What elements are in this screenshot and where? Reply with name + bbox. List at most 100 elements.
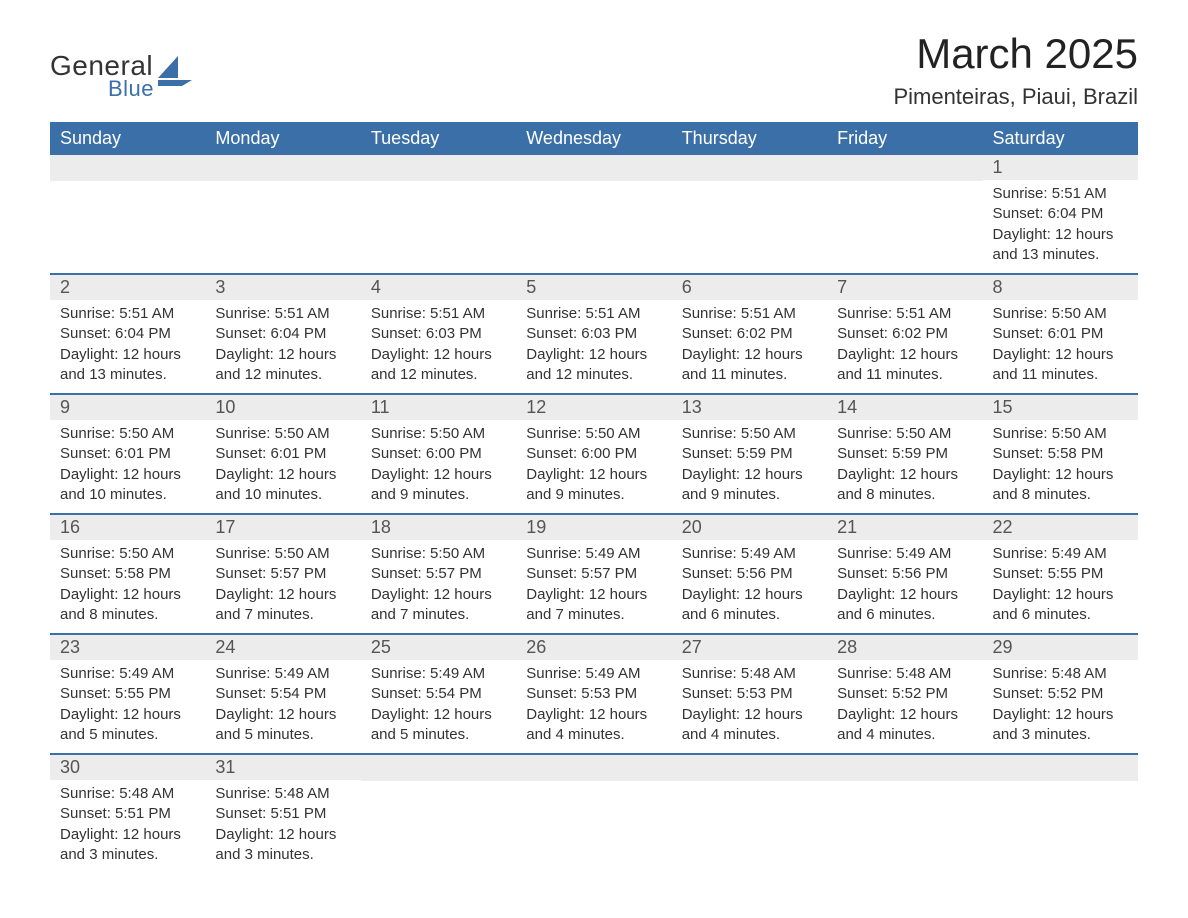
col-saturday: Saturday (983, 122, 1138, 155)
calendar-day-cell: 21Sunrise: 5:49 AMSunset: 5:56 PMDayligh… (827, 514, 982, 634)
location-label: Pimenteiras, Piaui, Brazil (893, 84, 1138, 110)
calendar-week-row: 30Sunrise: 5:48 AMSunset: 5:51 PMDayligh… (50, 754, 1138, 873)
sunrise-text: Sunrise: 5:51 AM (682, 304, 817, 324)
empty-day-header (672, 755, 827, 781)
daylight-line1: Daylight: 12 hours (60, 705, 195, 725)
day-number: 16 (50, 515, 205, 540)
day-details: Sunrise: 5:50 AMSunset: 5:57 PMDaylight:… (361, 540, 516, 633)
daylight-line2: and 5 minutes. (60, 725, 195, 745)
calendar-day-cell (361, 155, 516, 274)
sunrise-text: Sunrise: 5:50 AM (993, 424, 1128, 444)
calendar-day-cell: 2Sunrise: 5:51 AMSunset: 6:04 PMDaylight… (50, 274, 205, 394)
day-details: Sunrise: 5:51 AMSunset: 6:04 PMDaylight:… (983, 180, 1138, 273)
day-details: Sunrise: 5:49 AMSunset: 5:54 PMDaylight:… (205, 660, 360, 753)
day-details: Sunrise: 5:51 AMSunset: 6:03 PMDaylight:… (361, 300, 516, 393)
calendar-table: Sunday Monday Tuesday Wednesday Thursday… (50, 122, 1138, 873)
day-number: 10 (205, 395, 360, 420)
col-friday: Friday (827, 122, 982, 155)
calendar-day-cell (672, 754, 827, 873)
sunset-text: Sunset: 5:52 PM (993, 684, 1128, 704)
calendar-day-cell: 25Sunrise: 5:49 AMSunset: 5:54 PMDayligh… (361, 634, 516, 754)
daylight-line2: and 5 minutes. (215, 725, 350, 745)
day-details: Sunrise: 5:49 AMSunset: 5:55 PMDaylight:… (50, 660, 205, 753)
col-wednesday: Wednesday (516, 122, 671, 155)
day-number: 19 (516, 515, 671, 540)
day-details: Sunrise: 5:49 AMSunset: 5:57 PMDaylight:… (516, 540, 671, 633)
daylight-line1: Daylight: 12 hours (215, 585, 350, 605)
sunset-text: Sunset: 5:51 PM (215, 804, 350, 824)
sunset-text: Sunset: 5:52 PM (837, 684, 972, 704)
daylight-line2: and 12 minutes. (215, 365, 350, 385)
sunrise-text: Sunrise: 5:49 AM (526, 664, 661, 684)
daylight-line2: and 5 minutes. (371, 725, 506, 745)
sunset-text: Sunset: 6:02 PM (682, 324, 817, 344)
calendar-day-cell: 13Sunrise: 5:50 AMSunset: 5:59 PMDayligh… (672, 394, 827, 514)
empty-day-body (827, 181, 982, 267)
calendar-week-row: 16Sunrise: 5:50 AMSunset: 5:58 PMDayligh… (50, 514, 1138, 634)
sunrise-text: Sunrise: 5:48 AM (837, 664, 972, 684)
day-details: Sunrise: 5:49 AMSunset: 5:56 PMDaylight:… (827, 540, 982, 633)
sunrise-text: Sunrise: 5:48 AM (60, 784, 195, 804)
calendar-day-cell: 22Sunrise: 5:49 AMSunset: 5:55 PMDayligh… (983, 514, 1138, 634)
sunset-text: Sunset: 6:03 PM (371, 324, 506, 344)
sunrise-text: Sunrise: 5:49 AM (215, 664, 350, 684)
daylight-line1: Daylight: 12 hours (60, 585, 195, 605)
empty-day-header (983, 755, 1138, 781)
sunset-text: Sunset: 5:55 PM (60, 684, 195, 704)
calendar-day-cell: 27Sunrise: 5:48 AMSunset: 5:53 PMDayligh… (672, 634, 827, 754)
calendar-day-cell: 11Sunrise: 5:50 AMSunset: 6:00 PMDayligh… (361, 394, 516, 514)
sunrise-text: Sunrise: 5:51 AM (215, 304, 350, 324)
day-number: 18 (361, 515, 516, 540)
daylight-line2: and 4 minutes. (837, 725, 972, 745)
daylight-line2: and 7 minutes. (371, 605, 506, 625)
daylight-line2: and 7 minutes. (526, 605, 661, 625)
daylight-line1: Daylight: 12 hours (993, 225, 1128, 245)
day-details: Sunrise: 5:51 AMSunset: 6:04 PMDaylight:… (50, 300, 205, 393)
empty-day-body (672, 181, 827, 267)
calendar-day-cell (672, 155, 827, 274)
calendar-day-cell: 30Sunrise: 5:48 AMSunset: 5:51 PMDayligh… (50, 754, 205, 873)
day-details: Sunrise: 5:48 AMSunset: 5:51 PMDaylight:… (205, 780, 360, 873)
sunset-text: Sunset: 6:01 PM (993, 324, 1128, 344)
day-details: Sunrise: 5:51 AMSunset: 6:04 PMDaylight:… (205, 300, 360, 393)
calendar-day-cell (516, 754, 671, 873)
daylight-line1: Daylight: 12 hours (371, 465, 506, 485)
sunrise-text: Sunrise: 5:48 AM (993, 664, 1128, 684)
daylight-line2: and 10 minutes. (60, 485, 195, 505)
calendar-week-row: 9Sunrise: 5:50 AMSunset: 6:01 PMDaylight… (50, 394, 1138, 514)
sunset-text: Sunset: 6:02 PM (837, 324, 972, 344)
daylight-line2: and 9 minutes. (371, 485, 506, 505)
daylight-line1: Daylight: 12 hours (215, 825, 350, 845)
daylight-line2: and 6 minutes. (837, 605, 972, 625)
calendar-day-cell: 23Sunrise: 5:49 AMSunset: 5:55 PMDayligh… (50, 634, 205, 754)
sunset-text: Sunset: 6:03 PM (526, 324, 661, 344)
daylight-line1: Daylight: 12 hours (60, 345, 195, 365)
empty-day-header (672, 155, 827, 181)
sunset-text: Sunset: 6:04 PM (215, 324, 350, 344)
sunset-text: Sunset: 5:57 PM (526, 564, 661, 584)
sunrise-text: Sunrise: 5:50 AM (60, 544, 195, 564)
sunset-text: Sunset: 5:59 PM (837, 444, 972, 464)
sunset-text: Sunset: 5:56 PM (682, 564, 817, 584)
day-number: 13 (672, 395, 827, 420)
daylight-line1: Daylight: 12 hours (837, 345, 972, 365)
col-monday: Monday (205, 122, 360, 155)
calendar-day-cell: 7Sunrise: 5:51 AMSunset: 6:02 PMDaylight… (827, 274, 982, 394)
sunrise-text: Sunrise: 5:50 AM (215, 544, 350, 564)
calendar-day-cell: 12Sunrise: 5:50 AMSunset: 6:00 PMDayligh… (516, 394, 671, 514)
sunrise-text: Sunrise: 5:50 AM (371, 424, 506, 444)
calendar-day-cell: 18Sunrise: 5:50 AMSunset: 5:57 PMDayligh… (361, 514, 516, 634)
daylight-line2: and 8 minutes. (837, 485, 972, 505)
daylight-line1: Daylight: 12 hours (526, 465, 661, 485)
day-details: Sunrise: 5:50 AMSunset: 5:57 PMDaylight:… (205, 540, 360, 633)
calendar-day-cell (983, 754, 1138, 873)
day-details: Sunrise: 5:49 AMSunset: 5:56 PMDaylight:… (672, 540, 827, 633)
sunset-text: Sunset: 6:01 PM (60, 444, 195, 464)
day-details: Sunrise: 5:50 AMSunset: 5:59 PMDaylight:… (672, 420, 827, 513)
daylight-line1: Daylight: 12 hours (993, 465, 1128, 485)
empty-day-header (827, 155, 982, 181)
day-details: Sunrise: 5:50 AMSunset: 5:58 PMDaylight:… (50, 540, 205, 633)
sunrise-text: Sunrise: 5:49 AM (682, 544, 817, 564)
day-number: 12 (516, 395, 671, 420)
calendar-day-cell (361, 754, 516, 873)
